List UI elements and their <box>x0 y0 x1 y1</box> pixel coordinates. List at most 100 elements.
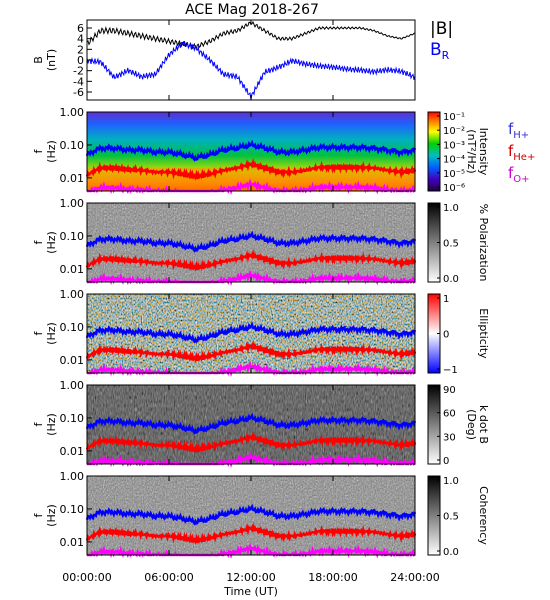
series-f-o-1 <box>87 178 416 195</box>
y-tick-label-4-1: 0.10 <box>60 412 85 425</box>
y-tick-label-3-2: 0.01 <box>60 354 85 367</box>
y-axis-unit-2: (Hz) <box>45 231 58 254</box>
y-axis-label-0: B <box>32 56 45 64</box>
y-axis-unit-3: (Hz) <box>45 322 58 345</box>
colorbar-tick-label-2-2: 0.0 <box>443 274 459 285</box>
y-axis-unit-0: (nT) <box>45 49 58 71</box>
top-legend: |B| BR <box>430 19 453 62</box>
legend-b-magnitude: |B| <box>430 19 453 39</box>
series-f-h-5 <box>85 503 417 526</box>
y-tick-label-2-2: 0.01 <box>60 263 85 276</box>
panel-5: 1.00 0.10 0.01 f (Hz) 1.0 0.5 0.0 Coherency <box>32 470 490 559</box>
series-f-he-4 <box>85 430 417 454</box>
colorbar-tick-label-5-2: 0.0 <box>443 547 459 558</box>
figure-title: ACE Mag 2018-267 <box>185 2 319 18</box>
x-tick-label-3: 18:00:00 <box>308 571 357 584</box>
series-b-magnitude <box>86 20 416 50</box>
series-f-he-2 <box>85 248 417 272</box>
colorbar-tick-label-1-3: 10⁻⁴ <box>443 155 465 166</box>
series-f-h-2 <box>85 230 417 253</box>
y-tick-label-1-1: 0.10 <box>60 139 85 152</box>
series-f-he-3 <box>85 339 417 363</box>
y-axis-label-5: f <box>32 512 45 517</box>
colorbar-tick-label-5-0: 1.0 <box>443 476 459 487</box>
y-tick-label-5-0: 1.00 <box>60 470 85 483</box>
colorbar-title-4: k dot B <box>477 405 490 444</box>
freq-legend: fH+ fHe+ fO+ <box>508 120 535 185</box>
y-tick-label-0-6: 6 <box>77 22 84 35</box>
x-axis-labels: 00:00:00 06:00:00 12:00:00 18:00:00 24:0… <box>62 571 439 598</box>
colorbar-tick-label-2-0: 1.0 <box>443 203 459 214</box>
x-tick-label-4: 24:00:00 <box>390 571 439 584</box>
colorbar-tick-label-3-2: −1 <box>443 365 458 376</box>
colorbar-title-2: % Polarization <box>477 204 490 282</box>
y-tick-label-5-1: 0.10 <box>60 503 85 516</box>
series-f-he-5 <box>85 521 417 545</box>
panel-3: 1.00 0.10 0.01 f (Hz) 1 0 −1 Ellipticity <box>32 288 490 377</box>
colorbar-tick-label-4-3: 0 <box>443 456 449 467</box>
y-tick-label-0-4: 2 <box>77 43 84 56</box>
colorbar-tick-label-1-0: 10⁻¹ <box>443 112 465 123</box>
colorbar-tick-label-1-2: 10⁻³ <box>443 140 465 151</box>
y-tick-label-2-0: 1.00 <box>60 197 85 210</box>
colorbar-title-5: Coherency <box>477 486 490 545</box>
colorbar-1 <box>427 111 441 192</box>
legend-b-r: BR <box>430 40 450 62</box>
legend-f-he-sub: He+ <box>513 152 535 163</box>
legend-b-r-main: B <box>430 40 442 60</box>
colorbar-title-3: Ellipticity <box>477 308 490 359</box>
y-tick-label-2-1: 0.10 <box>60 230 85 243</box>
series-f-h-3 <box>85 321 417 344</box>
colorbar-title-1: Intensity <box>477 128 490 176</box>
series-f-h-4 <box>85 412 417 435</box>
y-tick-label-0-2: -2 <box>73 65 84 78</box>
y-tick-label-1-2: 0.01 <box>60 172 85 185</box>
colorbar-unit-4: (Deg) <box>465 409 478 440</box>
legend-f-o-sub: O+ <box>513 174 529 185</box>
y-tick-label-0-5: 4 <box>77 33 84 46</box>
series-f-o-4 <box>87 451 416 468</box>
y-tick-label-4-0: 1.00 <box>60 379 85 392</box>
legend-f-h-main: f <box>508 120 514 138</box>
legend-f-o: fO+ <box>508 164 530 185</box>
y-axis-label-4: f <box>32 421 45 426</box>
series-b-r <box>86 40 416 100</box>
y-tick-label-0-1: -4 <box>73 75 84 88</box>
legend-f-he: fHe+ <box>508 142 535 163</box>
y-tick-label-0-3: 0 <box>77 54 84 67</box>
colorbar-tick-label-3-0: 1 <box>443 294 449 305</box>
series-f-he-1 <box>85 157 417 181</box>
x-tick-label-1: 06:00:00 <box>144 571 193 584</box>
colorbar-tick-label-1-4: 10⁻⁵ <box>443 169 465 180</box>
y-axis-label-3: f <box>32 330 45 335</box>
legend-b-r-sub: R <box>442 49 450 62</box>
colorbar-4 <box>427 384 441 465</box>
y-tick-label-3-1: 0.10 <box>60 321 85 334</box>
y-tick-label-0-0: -6 <box>73 86 84 99</box>
colorbar-tick-label-4-0: 90 <box>443 385 456 396</box>
panel-4: 1.00 0.10 0.01 f (Hz) 90 60 30 0 k dot B(Deg) <box>32 379 490 468</box>
y-tick-label-3-0: 1.00 <box>60 288 85 301</box>
series-f-o-2 <box>87 269 416 286</box>
y-tick-label-5-2: 0.01 <box>60 536 85 549</box>
y-axis-unit-4: (Hz) <box>45 413 58 436</box>
x-tick-label-2: 12:00:00 <box>226 571 275 584</box>
legend-f-h: fH+ <box>508 120 529 141</box>
legend-f-h-sub: H+ <box>513 130 529 141</box>
x-axis-title: Time (UT) <box>223 585 278 598</box>
colorbar-tick-label-2-1: 0.5 <box>443 239 459 250</box>
panel-frame-0 <box>86 19 416 101</box>
y-axis-label-1: f <box>32 148 45 153</box>
panel-1: 1.00 0.10 0.01 f (Hz) 10⁻¹ 10⁻² 10⁻³ 10⁻⁴ 10⁻⁵ 10⁻… <box>32 106 490 195</box>
x-tick-label-0: 00:00:00 <box>62 571 111 584</box>
legend-f-o-main: f <box>508 164 514 182</box>
y-axis-unit-1: (Hz) <box>45 140 58 163</box>
series-f-h-1 <box>85 139 417 162</box>
colorbar-unit-1: (nT²/Hz) <box>465 129 478 173</box>
series-f-o-3 <box>87 360 416 377</box>
series-f-o-5 <box>87 542 416 559</box>
colorbar-tick-label-3-1: 0 <box>443 330 449 341</box>
y-axis-unit-5: (Hz) <box>45 504 58 527</box>
